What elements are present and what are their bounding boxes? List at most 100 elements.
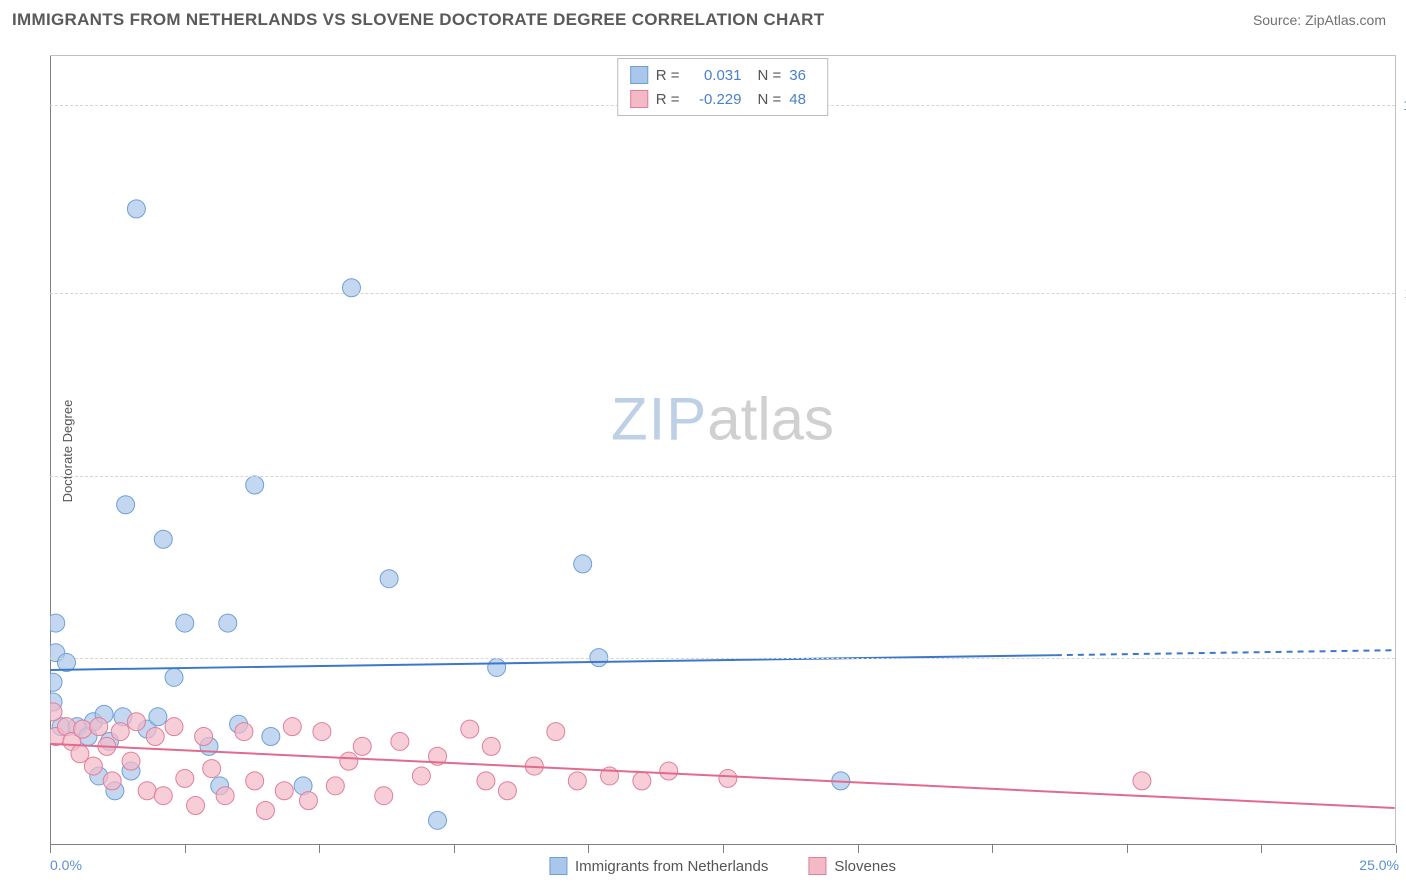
scatter-point	[165, 668, 183, 686]
legend-N-value: 48	[789, 91, 815, 108]
scatter-point	[149, 708, 167, 726]
legend-N-label: N =	[758, 91, 782, 108]
x-tick	[50, 845, 51, 853]
scatter-point	[498, 782, 516, 800]
scatter-point	[547, 723, 565, 741]
scatter-point	[235, 723, 253, 741]
x-tick	[723, 845, 724, 853]
legend-R-value: 0.031	[688, 67, 742, 84]
grid-line	[50, 476, 1395, 477]
scatter-point	[342, 279, 360, 297]
legend-swatch	[808, 857, 826, 875]
scatter-point	[246, 476, 264, 494]
y-tick-label: 3.8%	[1399, 650, 1406, 666]
scatter-point	[412, 767, 430, 785]
x-tick	[1261, 845, 1262, 853]
scatter-point	[176, 614, 194, 632]
scatter-point	[477, 772, 495, 790]
scatter-point	[340, 752, 358, 770]
header: IMMIGRANTS FROM NETHERLANDS VS SLOVENE D…	[0, 0, 1406, 36]
x-tick	[319, 845, 320, 853]
scatter-point	[488, 658, 506, 676]
y-tick-label: 15.0%	[1399, 97, 1406, 113]
scatter-point	[176, 769, 194, 787]
x-tick	[454, 845, 455, 853]
grid-line	[50, 293, 1395, 294]
legend-R-label: R =	[656, 67, 680, 84]
scatter-point	[283, 718, 301, 736]
legend-label: Immigrants from Netherlands	[575, 858, 768, 875]
scatter-point	[103, 772, 121, 790]
legend-N-label: N =	[758, 67, 782, 84]
scatter-point	[262, 728, 280, 746]
x-tick	[858, 845, 859, 853]
legend-item: Immigrants from Netherlands	[549, 857, 768, 875]
scatter-point	[117, 496, 135, 514]
scatter-point	[380, 570, 398, 588]
scatter-point	[146, 728, 164, 746]
scatter-point	[482, 737, 500, 755]
legend-stats-row: R = 0.031 N = 36	[630, 63, 816, 87]
legend-swatch	[630, 90, 648, 108]
scatter-point	[122, 752, 140, 770]
legend-swatch	[549, 857, 567, 875]
scatter-point	[1133, 772, 1151, 790]
scatter-point	[154, 787, 172, 805]
scatter-point	[216, 787, 234, 805]
scatter-point	[299, 792, 317, 810]
scatter-point	[219, 614, 237, 632]
x-axis-max-label: 25.0%	[1359, 857, 1399, 873]
scatter-point	[90, 718, 108, 736]
legend-label: Slovenes	[834, 858, 896, 875]
legend-item: Slovenes	[808, 857, 896, 875]
chart-title: IMMIGRANTS FROM NETHERLANDS VS SLOVENE D…	[12, 10, 824, 30]
scatter-point	[719, 769, 737, 787]
scatter-point	[127, 713, 145, 731]
legend-N-value: 36	[789, 67, 815, 84]
scatter-point	[326, 777, 344, 795]
scatter-point	[313, 723, 331, 741]
scatter-point	[429, 811, 447, 829]
chart-container: Doctorate Degree ZIPatlas 3.8%7.5%11.2%1…	[50, 55, 1396, 845]
scatter-point	[633, 772, 651, 790]
scatter-point	[111, 723, 129, 741]
legend-R-label: R =	[656, 91, 680, 108]
scatter-point	[461, 720, 479, 738]
legend-R-value: -0.229	[688, 91, 742, 108]
scatter-point	[84, 757, 102, 775]
x-tick	[588, 845, 589, 853]
scatter-point	[187, 797, 205, 815]
legend-swatch	[630, 66, 648, 84]
scatter-point	[660, 762, 678, 780]
legend-series: Immigrants from Netherlands Slovenes	[549, 857, 896, 875]
scatter-point	[353, 737, 371, 755]
scatter-point	[195, 728, 213, 746]
x-axis-min-label: 0.0%	[50, 857, 82, 873]
legend-stats-row: R = -0.229 N = 48	[630, 87, 816, 111]
trend-line-extrapolated	[1056, 650, 1395, 655]
scatter-point	[50, 614, 65, 632]
x-tick	[1127, 845, 1128, 853]
plot-area	[50, 56, 1395, 845]
scatter-point	[391, 732, 409, 750]
scatter-point	[275, 782, 293, 800]
scatter-point	[256, 801, 274, 819]
scatter-point	[138, 782, 156, 800]
scatter-point	[246, 772, 264, 790]
scatter-point	[50, 673, 62, 691]
x-tick	[185, 845, 186, 853]
scatter-point	[165, 718, 183, 736]
scatter-point	[127, 200, 145, 218]
y-tick-label: 7.5%	[1399, 468, 1406, 484]
grid-line	[50, 658, 1395, 659]
legend-stats: R = 0.031 N = 36 R = -0.229 N = 48	[617, 58, 829, 116]
source-label: Source: ZipAtlas.com	[1253, 12, 1386, 28]
scatter-point	[375, 787, 393, 805]
x-tick	[1396, 845, 1397, 853]
scatter-point	[74, 720, 92, 738]
scatter-point	[568, 772, 586, 790]
x-tick	[992, 845, 993, 853]
scatter-point	[154, 530, 172, 548]
scatter-point	[203, 760, 221, 778]
scatter-point	[574, 555, 592, 573]
